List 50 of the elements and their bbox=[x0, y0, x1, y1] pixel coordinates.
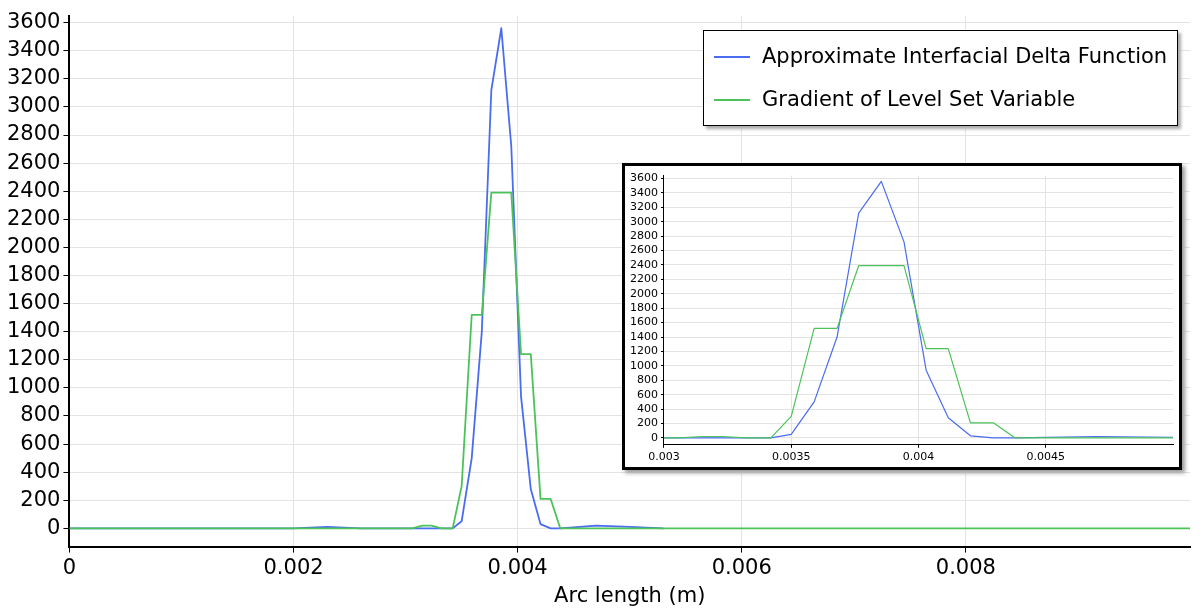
x-tick-label: 0.003 bbox=[648, 450, 680, 464]
y-tick-label: 2600 bbox=[6, 149, 61, 174]
y-tick-label: 400 bbox=[636, 401, 658, 415]
y-tick-label: 2200 bbox=[6, 205, 61, 230]
y-tick-label: 3200 bbox=[629, 200, 658, 214]
y-tick-label: 1400 bbox=[6, 318, 61, 343]
y-tick-label: 2000 bbox=[6, 233, 61, 258]
y-tick-label: 2800 bbox=[629, 229, 658, 242]
y-tick-label: 600 bbox=[20, 430, 61, 455]
y-tick-label: 1200 bbox=[629, 344, 658, 358]
y-tick-label: 1600 bbox=[629, 315, 658, 329]
y-tick-label: 1200 bbox=[6, 346, 61, 371]
x-tick-label: 0.004 bbox=[487, 554, 548, 579]
y-tick-label: 3000 bbox=[6, 93, 61, 118]
y-tick-label: 2400 bbox=[6, 177, 61, 202]
x-tick-label: 0.006 bbox=[711, 554, 772, 579]
y-tick-label: 2800 bbox=[6, 121, 61, 146]
y-tick-label: 200 bbox=[20, 486, 61, 511]
x-tick-label: 0.002 bbox=[263, 554, 324, 579]
y-tick-label: 2600 bbox=[629, 243, 658, 257]
y-tick-label: 0 bbox=[47, 514, 61, 539]
y-tick-label: 800 bbox=[20, 402, 61, 427]
y-tick-label: 1400 bbox=[629, 329, 658, 343]
y-tick-label: 3600 bbox=[629, 171, 658, 185]
y-tick-label: 600 bbox=[636, 387, 658, 401]
legend-label: Approximate Interfacial Delta Function bbox=[762, 43, 1168, 68]
y-tick-label: 1000 bbox=[6, 374, 61, 399]
y-tick-label: 1000 bbox=[629, 358, 658, 372]
y-tick-label: 1800 bbox=[629, 301, 658, 315]
y-tick-label: 2200 bbox=[629, 272, 658, 286]
x-tick-label: 0.008 bbox=[935, 554, 996, 579]
y-tick-label: 3400 bbox=[6, 37, 61, 62]
y-tick-label: 0 bbox=[650, 430, 658, 444]
y-tick-label: 3200 bbox=[6, 65, 61, 90]
x-tick-label: 0.0045 bbox=[1026, 450, 1065, 464]
legend-label: Gradient of Level Set Variable bbox=[762, 86, 1076, 111]
x-tick-label: 0.004 bbox=[902, 450, 935, 464]
y-tick-label: 200 bbox=[636, 416, 658, 430]
y-tick-label: 800 bbox=[636, 373, 658, 387]
y-tick-label: 3600 bbox=[6, 9, 61, 34]
y-tick-label: 3000 bbox=[629, 214, 658, 228]
y-tick-label: 1600 bbox=[6, 290, 61, 315]
y-tick-label: 3400 bbox=[629, 185, 658, 199]
x-tick-label: 0 bbox=[62, 554, 77, 579]
x-axis-title: Arc length (m) bbox=[554, 582, 706, 607]
y-tick-label: 400 bbox=[20, 458, 61, 483]
y-tick-label: 2400 bbox=[629, 257, 658, 271]
y-tick-label: 2000 bbox=[629, 286, 658, 300]
y-tick-label: 1800 bbox=[6, 261, 61, 286]
x-tick-label: 0.0035 bbox=[772, 450, 811, 464]
